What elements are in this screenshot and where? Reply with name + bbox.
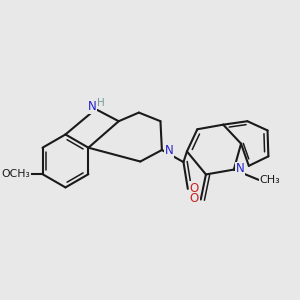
Text: N: N (236, 163, 244, 176)
Text: OCH₃: OCH₃ (2, 169, 30, 178)
Text: CH₃: CH₃ (260, 175, 280, 185)
Text: O: O (190, 192, 199, 206)
Text: O: O (190, 182, 199, 195)
Text: N: N (88, 100, 97, 113)
Text: H: H (97, 98, 105, 108)
Text: N: N (165, 144, 173, 157)
